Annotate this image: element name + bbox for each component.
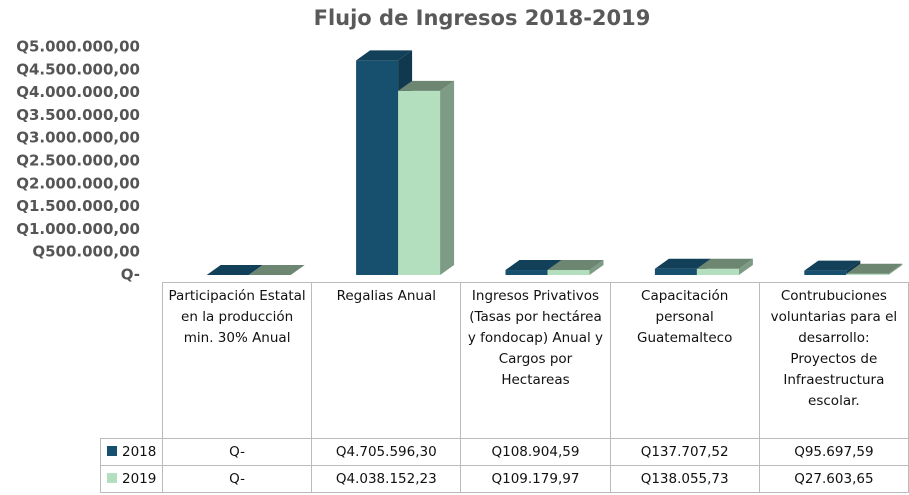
- y-tick-label: Q2.000.000,00: [16, 174, 140, 192]
- category-label: Capacitación personal Guatemalteco: [609, 282, 760, 439]
- y-tick-label: Q1.500.000,00: [16, 197, 140, 215]
- bar-side: [440, 80, 455, 275]
- value-cell: Q-: [161, 465, 313, 493]
- value-cell: Q108.904,59: [460, 438, 611, 466]
- bar: [356, 60, 399, 276]
- value-cell: Q109.179,97: [460, 465, 611, 493]
- value-cell: Q-: [161, 438, 313, 466]
- bar: [398, 90, 441, 275]
- y-tick-label: Q1.000.000,00: [16, 220, 140, 238]
- bar-top: [505, 260, 562, 271]
- legend-cell: 2019: [100, 465, 163, 493]
- y-tick-label: Q500.000,00: [32, 243, 140, 261]
- category-row: Participación Estatal en la producción m…: [101, 282, 909, 439]
- value-cell: Q27.603,65: [758, 465, 909, 493]
- bar: [505, 270, 548, 275]
- bar: [846, 273, 889, 275]
- bar: [804, 270, 847, 275]
- category-label: Ingresos Privativos (Tasas por hectárea …: [460, 282, 611, 439]
- legend-label: 2018: [122, 444, 157, 460]
- blank-cell: [101, 283, 163, 439]
- bar-top: [356, 50, 413, 61]
- y-tick-label: Q2.500.000,00: [16, 152, 140, 170]
- bar-side: [589, 260, 604, 275]
- y-tick-label: Q3.000.000,00: [16, 129, 140, 147]
- bar: [547, 270, 590, 275]
- y-tick-label: Q3.500.000,00: [16, 106, 140, 124]
- category-label: Participación Estatal en la producción m…: [161, 282, 313, 439]
- bar-top: [846, 263, 903, 274]
- y-tick-label: Q-: [121, 266, 140, 283]
- category-label: Regalias Anual: [311, 282, 462, 439]
- legend-cell: 2018: [100, 438, 163, 466]
- y-tick-label: Q4.000.000,00: [16, 83, 140, 101]
- series-row: 2019 Q- Q4.038.152,23 Q109.179,97 Q138.055,7…: [100, 465, 909, 493]
- value-cell: Q138.055,73: [609, 465, 760, 493]
- value-cell: Q4.705.596,30: [311, 438, 462, 466]
- bar-top: [696, 258, 753, 269]
- chart-title: Flujo de Ingresos 2018-2019: [314, 6, 651, 30]
- bar-top: [248, 265, 305, 275]
- y-tick-label: Q4.500.000,00: [16, 60, 140, 78]
- bar-top: [206, 265, 263, 275]
- category-label: Contrubuciones voluntarias para el desar…: [758, 282, 909, 439]
- bar-top: [804, 260, 861, 271]
- bar-top: [547, 260, 604, 271]
- value-cell: Q95.697,59: [758, 438, 909, 466]
- legend-label: 2019: [122, 471, 157, 487]
- y-tick-label: Q5.000.000,00: [16, 38, 140, 56]
- value-cell: Q137.707,52: [609, 438, 760, 466]
- bar-top: [398, 80, 455, 91]
- bar: [654, 268, 697, 275]
- chart: Flujo de Ingresos 2018-2019 Q- Q500.000,0…: [16, 6, 903, 283]
- data-table: Participación Estatal en la producción m…: [100, 282, 909, 493]
- legend-swatch: [107, 446, 117, 456]
- value-cell: Q4.038.152,23: [311, 465, 462, 493]
- bar-side: [888, 263, 903, 275]
- legend-swatch: [107, 473, 117, 483]
- bar-side: [738, 258, 753, 275]
- bar: [696, 268, 739, 275]
- series-row: 2018 Q- Q4.705.596,30 Q108.904,59 Q137.707,5…: [100, 438, 909, 466]
- bar-top: [654, 258, 711, 269]
